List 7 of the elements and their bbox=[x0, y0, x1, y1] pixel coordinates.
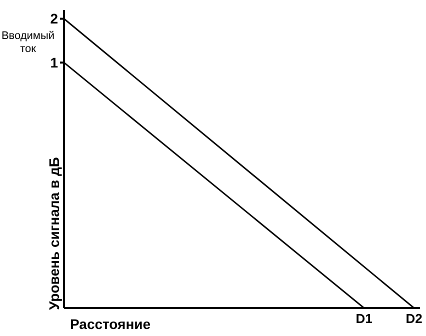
y-tick-label: 2 bbox=[50, 10, 58, 27]
x-tick-label: D2 bbox=[406, 311, 422, 326]
text: Вводимый ток bbox=[0, 30, 56, 56]
x-tick-label: D1 bbox=[356, 311, 372, 326]
y-tick-label: 1 bbox=[50, 54, 58, 71]
x-axis-title: Расстояние bbox=[70, 316, 151, 332]
y-axis-title: Уровень сигнала в дБ bbox=[46, 157, 62, 310]
